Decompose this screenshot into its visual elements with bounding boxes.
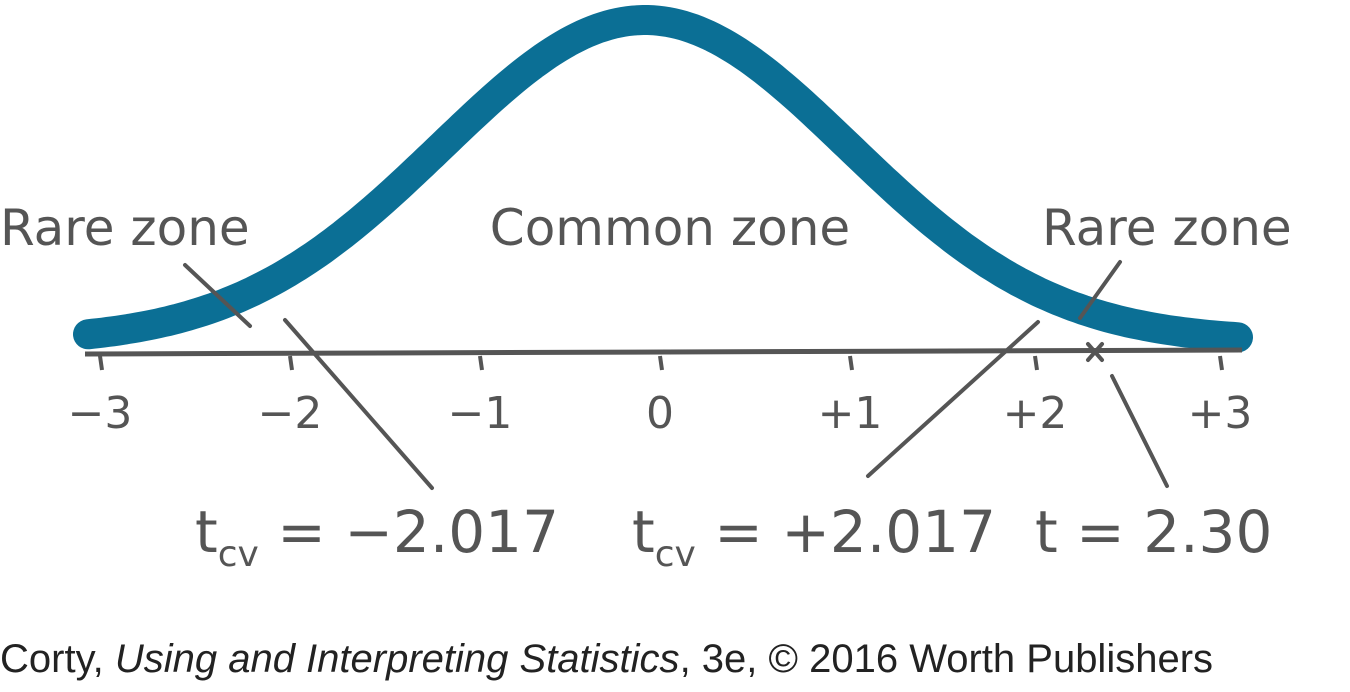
zone-label: Common zone	[490, 199, 850, 257]
axis-label: −2	[258, 388, 323, 439]
annotation: tcv = +2.017	[632, 498, 996, 575]
axis-label: −1	[448, 388, 513, 439]
annotation: t = 2.30	[1035, 498, 1272, 566]
subscript: cv	[218, 534, 259, 575]
tick-mark	[1218, 355, 1224, 371]
axis-line	[84, 347, 1243, 357]
symbol: t	[1035, 498, 1058, 566]
subscript: cv	[655, 534, 696, 575]
leader-line	[283, 318, 434, 490]
axis-label: +3	[1188, 388, 1253, 439]
annotation-text: = +2.017	[696, 498, 996, 566]
axis-label: 0	[646, 388, 674, 439]
tick-mark	[288, 355, 294, 371]
caption-title: Using and Interpreting Statistics	[115, 637, 680, 681]
caption-text: Corty,	[0, 637, 115, 681]
tick-mark	[478, 355, 484, 371]
tick-mark	[848, 355, 854, 371]
axis-label: +1	[818, 388, 883, 439]
leader-line	[1078, 260, 1122, 320]
axis-label: +2	[1003, 388, 1068, 439]
leader-line	[866, 320, 1040, 478]
tick-mark	[98, 355, 104, 371]
caption: Corty, Using and Interpreting Statistics…	[0, 637, 1213, 681]
t-marker	[1086, 342, 1104, 362]
annotation: tcv = −2.017	[195, 498, 559, 575]
caption-text: , 3e, © 2016 Worth Publishers	[680, 637, 1213, 681]
axis-label: −3	[68, 388, 133, 439]
tick-mark	[1033, 355, 1039, 371]
leader-line	[183, 263, 252, 328]
symbol: t	[632, 498, 655, 566]
annotation-text: = 2.30	[1058, 498, 1273, 566]
distribution-curve	[73, 4, 1253, 353]
zone-label: Rare zone	[0, 199, 250, 257]
annotation-text: = −2.017	[259, 498, 559, 566]
zone-label: Rare zone	[1042, 199, 1292, 257]
symbol: t	[195, 498, 218, 566]
leader-line	[1110, 374, 1169, 488]
tick-mark	[658, 355, 664, 371]
